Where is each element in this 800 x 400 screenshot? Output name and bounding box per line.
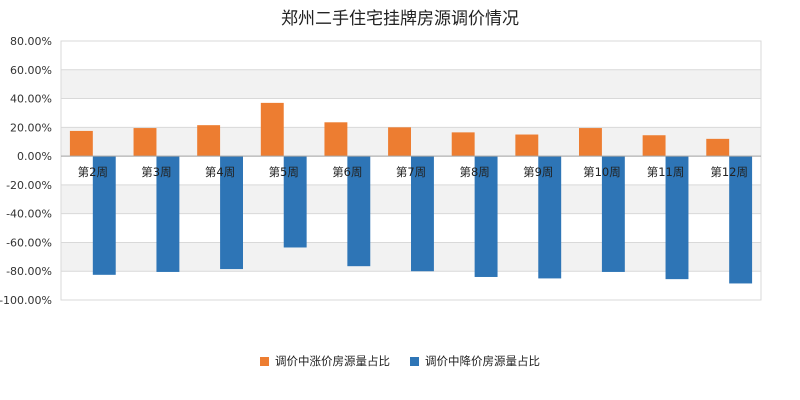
category-label: 第2周 (78, 165, 108, 179)
category-label: 第5周 (269, 165, 299, 179)
y-tick-label: -100.00% (0, 294, 52, 307)
category-label: 第10周 (583, 165, 621, 179)
legend-label-rise: 调价中涨价房源量占比 (275, 354, 390, 368)
plot-band (61, 98, 761, 128)
category-label: 第11周 (647, 165, 685, 179)
bar-fall (601, 156, 625, 272)
y-tick-label: 0.00% (17, 150, 52, 163)
plot-frame (60, 40, 762, 301)
bar-fall (92, 156, 116, 275)
bar-fall (665, 156, 689, 280)
legend: 调价中涨价房源量占比 调价中降价房源量占比 (0, 353, 800, 369)
bar-fall (538, 156, 562, 279)
legend-swatch-fall (410, 356, 419, 366)
y-tick-label: 80.00% (10, 35, 52, 48)
y-tick-label: 40.00% (10, 93, 52, 106)
bar-fall (156, 156, 180, 272)
y-tick-label: -40.00% (6, 208, 52, 221)
bar-fall (220, 156, 243, 270)
category-label: 第6周 (332, 165, 362, 179)
bar-rise (579, 128, 602, 157)
y-tick-label: -80.00% (6, 265, 52, 278)
bar-fall (347, 156, 371, 267)
legend-swatch-rise (260, 356, 269, 366)
plot-band (61, 69, 761, 99)
bar-rise (69, 130, 93, 157)
category-label: 第9周 (523, 165, 553, 179)
bar-rise (260, 102, 284, 157)
bar-rise (324, 122, 348, 157)
bar-rise (197, 125, 221, 157)
category-label: 第12周 (710, 165, 748, 179)
category-label: 第3周 (141, 165, 171, 179)
bar-fall (729, 156, 753, 284)
bar-rise (515, 134, 539, 157)
legend-label-fall: 调价中降价房源量占比 (425, 354, 540, 368)
bar-fall (283, 156, 307, 248)
legend-item-fall: 调价中降价房源量占比 (410, 353, 540, 369)
y-tick-label: -20.00% (6, 179, 52, 192)
plot-band (61, 41, 761, 70)
bar-fall (411, 156, 434, 272)
bars (61, 102, 761, 284)
chart-title: 郑州二手住宅挂牌房源调价情况 (281, 9, 519, 29)
y-axis: 80.00% 60.00% 40.00% 20.00% 0.00% -20.00% -40.… (0, 35, 52, 307)
category-label: 第8周 (459, 165, 489, 179)
bar-rise (388, 127, 411, 157)
y-tick-label: -60.00% (6, 236, 52, 249)
bar-rise (451, 132, 475, 157)
bar-fall (474, 156, 498, 277)
legend-item-rise: 调价中涨价房源量占比 (260, 353, 390, 369)
bar-rise (706, 138, 730, 157)
category-labels: 第2周 第3周 第4周 第5周 第6周 第7周 第8周 第9周 第10周 第11周 第12周 (78, 165, 748, 179)
category-label: 第4周 (205, 165, 235, 179)
plot-band (61, 271, 761, 300)
bar-rise (642, 135, 666, 157)
y-tick-label: 20.00% (10, 121, 52, 134)
category-label: 第7周 (396, 165, 426, 179)
y-tick-label: 60.00% (10, 64, 52, 77)
bar-rise (133, 128, 157, 157)
